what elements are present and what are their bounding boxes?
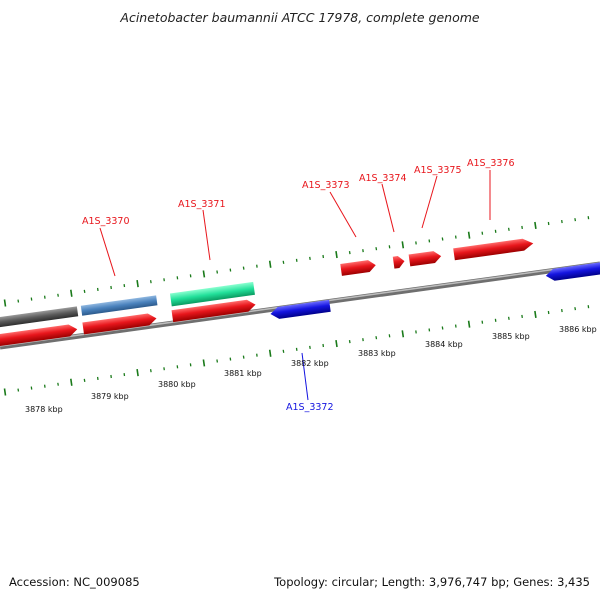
upper-major-tick [401,241,405,249]
upper-minor-tick [574,218,577,222]
gene-arrow-a1s-3372[interactable] [270,299,331,320]
upper-minor-tick [149,280,152,284]
gene-arrow-a1s-3374[interactable] [392,255,406,269]
upper-major-tick [268,260,272,268]
lower-minor-tick [309,345,311,350]
lower-major-tick [401,330,405,338]
upper-minor-tick [507,227,510,231]
lower-minor-tick [441,326,444,330]
scale-label-3879: 3879 kbp [91,392,129,401]
gene-label-a1s-3376[interactable]: A1S_3376 [467,158,515,169]
upper-tick-ring [3,216,590,307]
gene-arrow-reverse-2[interactable] [545,260,600,282]
lower-major-tick [534,310,537,319]
lower-major-tick [3,388,7,396]
upper-minor-tick [83,289,86,294]
gene-label-a1s-3371[interactable]: A1S_3371 [178,199,226,210]
lower-minor-tick [216,359,219,363]
gene-arrow-a1s-3373[interactable] [340,259,376,276]
genome-summary: Topology: circular; Length: 3,976,747 bp… [274,575,590,589]
lower-minor-tick [507,316,510,320]
genome-title: Acinetobacter baumannii ATCC 17978, comp… [120,10,480,25]
scale-label-3883: 3883 kbp [358,349,396,358]
lower-minor-tick [242,355,245,359]
scale-label-3882: 3882 kbp [291,359,329,368]
upper-minor-tick [282,260,285,264]
steelblue-feature[interactable] [80,295,158,316]
scale-label-3885: 3885 kbp [492,332,530,341]
lower-major-tick [70,378,73,386]
gene-label-a1s-3373[interactable]: A1S_3373 [302,180,350,191]
lower-major-tick [202,359,206,367]
scale-label-3880: 3880 kbp [158,380,196,389]
upper-minor-tick [309,256,311,261]
lower-minor-tick [17,388,20,392]
lower-minor-tick [83,378,86,383]
leader-line-a1s-3375 [421,175,438,229]
upper-minor-tick [57,293,59,297]
lower-major-tick [335,339,338,348]
upper-minor-tick [17,299,20,303]
upper-major-tick [335,250,338,259]
scale-label-3884: 3884 kbp [425,340,463,349]
lower-minor-tick [57,382,59,386]
leader-line-a1s-3372 [301,352,309,401]
upper-minor-tick [216,270,219,274]
leader-line-a1s-3374 [381,183,395,233]
upper-minor-tick [242,266,245,270]
gene-arrow-a1s-3371[interactable] [171,299,257,323]
gene-label-a1s-3375[interactable]: A1S_3375 [414,165,462,176]
accession-label: Accession: NC_009085 [9,575,140,589]
leader-line-a1s-3370 [99,227,116,277]
gray-feature[interactable] [0,306,79,329]
gene-arrow-a1s-3370[interactable] [82,312,157,335]
upper-minor-tick [348,250,351,255]
lower-tick-ring [3,305,590,396]
leader-line-a1s-3371 [202,209,211,261]
upper-major-tick [3,299,7,307]
lower-minor-tick [348,339,351,344]
lower-major-tick [136,368,139,377]
scale-label-3886: 3886 kbp [559,325,597,334]
gene-label-a1s-3372[interactable]: A1S_3372 [286,402,334,413]
upper-minor-tick [375,247,378,251]
gene-arrow-a1s-3375[interactable] [408,250,442,267]
scale-label-3881: 3881 kbp [224,369,262,378]
lower-major-tick [268,349,272,357]
lower-minor-tick [375,336,378,340]
green-feature[interactable] [169,281,255,307]
upper-major-tick [202,270,206,278]
upper-major-tick [534,221,537,230]
scale-label-3878: 3878 kbp [25,405,63,414]
gene-arrow-forward-1[interactable] [0,323,78,348]
gene-label-a1s-3370[interactable]: A1S_3370 [82,216,130,227]
gene-label-a1s-3374[interactable]: A1S_3374 [359,173,407,184]
upper-major-tick [70,289,73,297]
leader-line-a1s-3373 [329,191,357,238]
upper-minor-tick [441,237,444,241]
gene-arrow-a1s-3376[interactable] [453,237,534,261]
lower-minor-tick [282,349,285,353]
upper-major-tick [467,231,471,239]
upper-major-tick [136,279,139,288]
lower-minor-tick [574,307,577,311]
lower-minor-tick [149,369,152,373]
lower-major-tick [467,320,471,328]
